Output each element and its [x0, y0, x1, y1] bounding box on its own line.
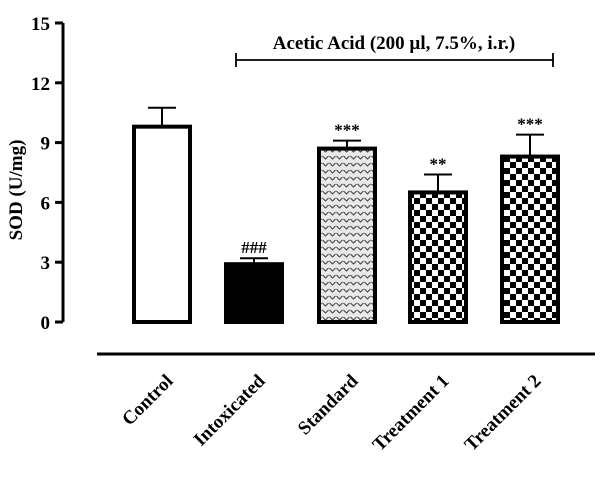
axes [55, 21, 595, 356]
y-tick-label: 15 [31, 14, 50, 35]
treatment-annotation: Acetic Acid (200 µl, 7.5%, i.r.) [273, 33, 515, 54]
bar-treatment-2 [500, 154, 560, 324]
bar-intoxicated [224, 262, 284, 324]
significance-label: ** [430, 154, 447, 173]
y-tick-label: 12 [31, 74, 50, 95]
y-tick-label: 0 [41, 313, 51, 334]
significance-label: *** [334, 121, 360, 140]
x-tick-label: Treatment 1 [369, 371, 454, 456]
bar-control [132, 124, 192, 324]
labels: 0 3 6 9 12 15 Control ### Intoxicated *** Standard… [31, 14, 546, 456]
significance-label: ### [241, 238, 267, 257]
x-tick-label: Standard [294, 370, 363, 439]
y-tick-label: 3 [41, 253, 51, 274]
y-tick-label: 9 [41, 134, 51, 155]
treatment-bracket: Acetic Acid (200 µl, 7.5%, i.r.) [235, 33, 554, 67]
bar-standard [317, 146, 377, 324]
bar-treatment-1 [408, 190, 468, 324]
x-tick-label: Intoxicated [190, 370, 270, 450]
x-tick-label: Treatment 2 [461, 371, 546, 456]
y-tick-label: 6 [41, 193, 51, 214]
bars [132, 106, 560, 324]
y-axis-label: SOD (U/mg) [6, 140, 27, 241]
x-tick-label: Control [118, 371, 177, 430]
significance-label: *** [517, 115, 543, 134]
